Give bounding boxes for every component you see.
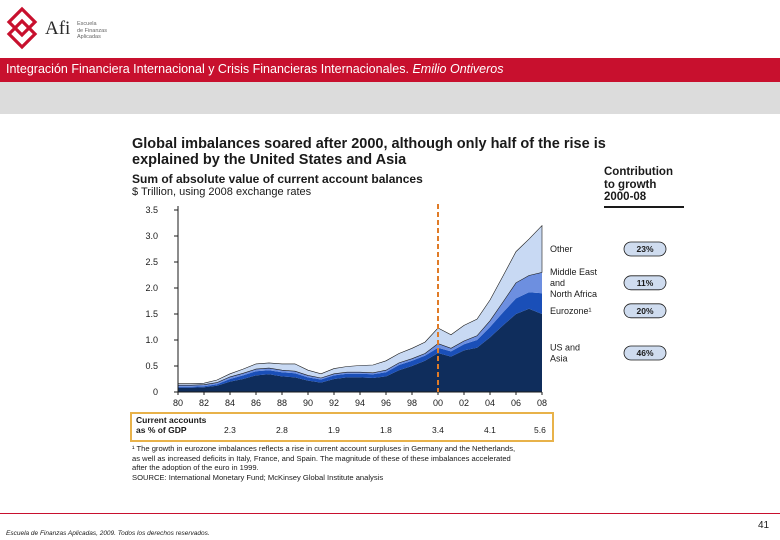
header-title: Integración Financiera Internacional y C…	[6, 62, 503, 76]
y-tick-label: 0	[153, 387, 158, 397]
footnote-line: ¹ The growth in eurozone imbalances refl…	[132, 444, 516, 453]
header-grey-band	[0, 82, 780, 114]
afi-logo: Afi Escuela de Finanzas Aplicadas	[5, 6, 115, 54]
gdp-row-label: Current accounts as % of GDP	[136, 415, 207, 435]
header-bar: Integración Financiera Internacional y C…	[0, 58, 780, 82]
gdp-value: 1.9	[328, 425, 340, 435]
legend-label: Other	[550, 244, 573, 254]
x-tick-label: 04	[485, 398, 495, 408]
footer-copyright: Escuela de Finanzas Aplicadas, 2009. Tod…	[6, 530, 210, 537]
legend-label: North Africa	[550, 289, 597, 299]
legend-label: US and	[550, 343, 580, 353]
header-title-text: Integración Financiera Internacional y C…	[6, 62, 409, 76]
y-tick-label: 1.0	[145, 335, 158, 345]
footer-divider	[0, 513, 780, 514]
logo-text: Afi	[45, 18, 71, 39]
footnote-line: after the adoption of the euro in 1999.	[132, 463, 259, 473]
share-pill	[623, 303, 667, 319]
y-tick-label: 2.0	[145, 283, 158, 293]
share-pill-label: 23%	[636, 244, 653, 254]
chart-subtitle: Sum of absolute value of current account…	[132, 172, 423, 186]
page-number: 41	[758, 520, 770, 531]
x-tick-label: 00	[433, 398, 443, 408]
gdp-value: 2.3	[224, 425, 236, 435]
source-line: SOURCE: International Monetary Fund; McK…	[132, 472, 384, 482]
logo-subtitle: Escuela de Finanzas Aplicadas	[77, 21, 107, 40]
contribution-title: Contribution to growth 2000-08	[604, 166, 673, 203]
chart-panel: Global imbalances soared after 2000, alt…	[118, 122, 688, 492]
y-tick-label: 3.5	[145, 205, 158, 215]
x-tick-label: 92	[329, 398, 339, 408]
chart-footnotes: ¹ The growth in eurozone imbalances refl…	[132, 444, 632, 482]
y-tick-label: 2.5	[145, 257, 158, 267]
series-area-other	[177, 224, 543, 386]
share-pill-label: 46%	[636, 348, 653, 358]
x-tick-label: 88	[277, 398, 287, 408]
share-pill-label: 11%	[637, 278, 654, 288]
chart-title: Global imbalances soared after 2000, alt…	[132, 136, 606, 168]
x-tick-label: 82	[199, 398, 209, 408]
legend-label: Asia	[550, 354, 568, 364]
gdp-value: 5.6	[534, 425, 546, 435]
x-tick-label: 90	[303, 398, 313, 408]
x-tick-label: 06	[511, 398, 521, 408]
share-pill	[623, 241, 667, 257]
legend-label: Eurozone¹	[550, 306, 592, 316]
x-tick-label: 86	[251, 398, 261, 408]
gdp-value: 3.4	[432, 425, 444, 435]
footnote-line: as well as increased deficits in Italy, …	[132, 453, 511, 463]
legend-label: Middle East	[550, 267, 598, 277]
share-pill	[623, 275, 667, 291]
chart-y-unit: $ Trillion, using 2008 exchange rates	[132, 186, 312, 198]
y-tick-label: 1.5	[145, 309, 158, 319]
afi-logo-mark	[6, 6, 38, 50]
contribution-underline	[604, 206, 684, 208]
y-tick-label: 0.5	[145, 361, 158, 371]
gdp-value: 1.8	[380, 425, 392, 435]
x-tick-label: 96	[381, 398, 391, 408]
share-pill-label: 20%	[636, 306, 653, 316]
gdp-value: 4.1	[484, 425, 496, 435]
legend-label: and	[550, 278, 565, 288]
header-author: Emilio Ontiveros	[412, 62, 504, 76]
x-tick-label: 98	[407, 398, 417, 408]
x-tick-label: 94	[355, 398, 365, 408]
gdp-value: 2.8	[276, 425, 288, 435]
x-tick-label: 84	[225, 398, 235, 408]
series-area-us-and-asia	[178, 308, 542, 392]
gdp-row: Current accounts as % of GDP 2.3 2.8 1.9…	[130, 412, 554, 442]
x-tick-label: 80	[173, 398, 183, 408]
y-tick-label: 3.0	[145, 231, 158, 241]
share-pill	[623, 345, 667, 361]
x-tick-label: 08	[537, 398, 547, 408]
x-tick-label: 02	[459, 398, 469, 408]
